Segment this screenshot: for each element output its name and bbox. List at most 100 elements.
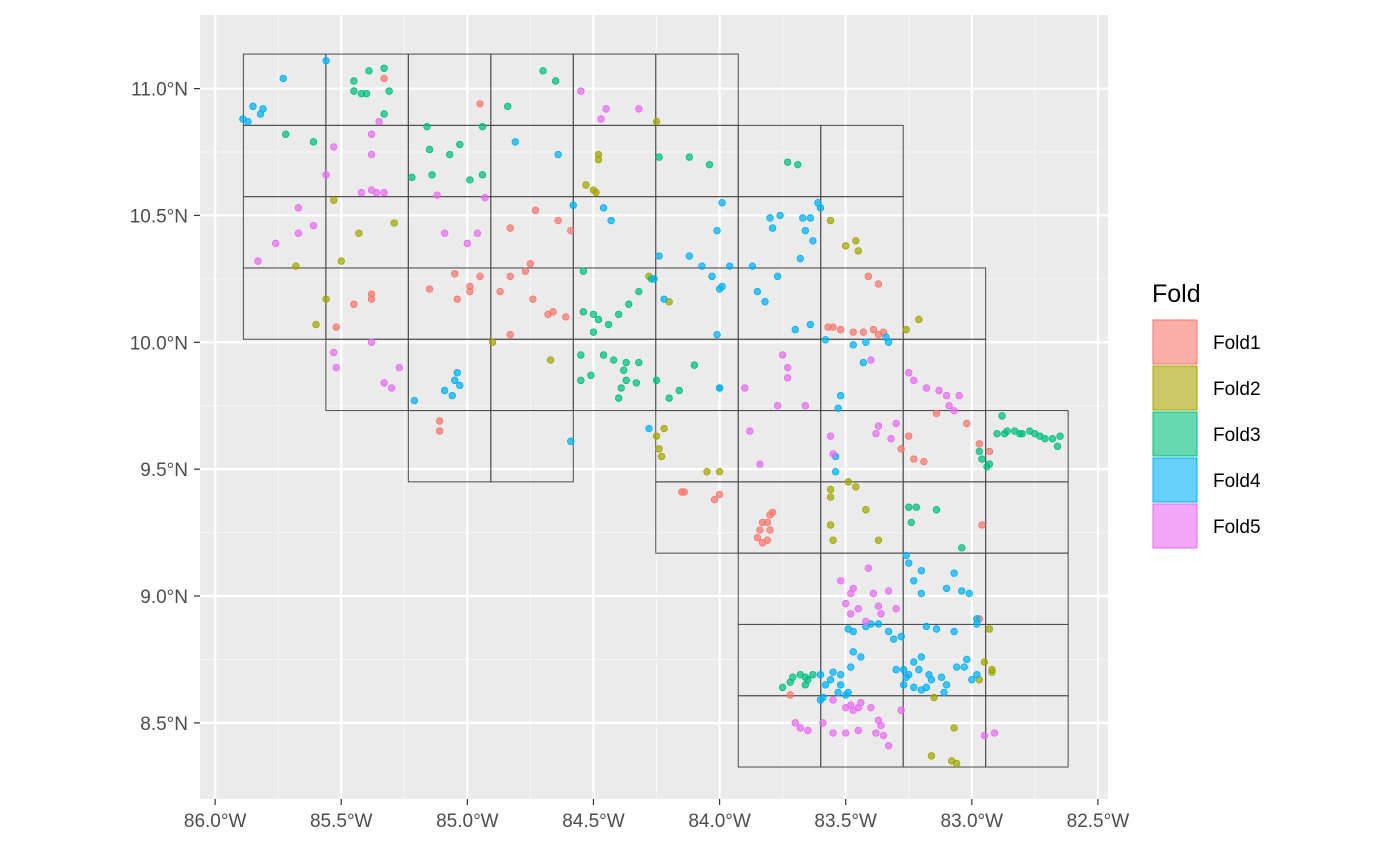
legend-key	[1152, 457, 1198, 503]
point-fold5	[433, 191, 441, 199]
point-fold5	[955, 391, 963, 400]
point-fold3	[794, 160, 802, 169]
point-fold5	[877, 721, 885, 730]
point-fold4	[932, 625, 941, 633]
point-fold3	[551, 77, 560, 85]
point-fold4	[448, 391, 456, 400]
point-fold4	[511, 138, 519, 146]
point-fold3	[446, 150, 454, 159]
point-fold2	[826, 521, 835, 529]
point-fold5	[857, 698, 865, 707]
point-fold5	[897, 706, 905, 714]
point-fold1	[932, 409, 941, 418]
point-fold2	[322, 295, 330, 303]
point-fold1	[476, 100, 484, 108]
point-fold1	[435, 427, 444, 435]
point-fold4	[685, 252, 694, 260]
point-fold1	[859, 328, 868, 336]
y-tick-label: 9.5°N	[140, 460, 188, 481]
point-fold4	[791, 325, 799, 334]
point-fold1	[920, 457, 928, 466]
point-fold5	[892, 605, 900, 613]
point-fold3	[428, 171, 436, 179]
point-fold3	[456, 140, 464, 149]
point-fold3	[985, 460, 994, 468]
point-fold1	[910, 455, 918, 463]
point-fold2	[592, 188, 600, 197]
point-fold5	[375, 117, 383, 126]
point-fold4	[761, 298, 769, 306]
point-fold2	[594, 155, 603, 164]
point-fold1	[526, 259, 535, 268]
point-fold2	[826, 216, 835, 225]
point-fold1	[963, 419, 971, 428]
point-fold4	[836, 670, 845, 679]
point-fold3	[778, 683, 787, 692]
legend-key	[1152, 365, 1198, 411]
point-fold4	[655, 252, 663, 260]
point-fold4	[910, 658, 918, 666]
point-fold5	[380, 188, 388, 197]
point-fold5	[367, 130, 376, 138]
point-fold3	[425, 145, 434, 154]
legend: Fold Fold1 Fold2 Fold3 Fold4 Fold5	[1152, 280, 1261, 549]
point-fold5	[836, 577, 845, 585]
point-fold2	[655, 445, 663, 453]
point-fold4	[645, 424, 653, 433]
point-fold2	[312, 320, 320, 329]
point-fold1	[680, 488, 688, 496]
point-fold4	[440, 386, 449, 395]
point-fold4	[902, 551, 910, 560]
point-fold1	[985, 447, 994, 456]
point-fold3	[796, 670, 804, 679]
point-fold4	[410, 396, 419, 405]
point-fold5	[395, 363, 403, 372]
point-fold3	[589, 310, 598, 319]
point-fold3	[635, 358, 643, 367]
point-fold4	[816, 696, 825, 704]
point-fold5	[481, 193, 489, 202]
point-fold4	[917, 566, 926, 575]
point-fold2	[826, 485, 835, 494]
point-fold1	[869, 325, 878, 334]
point-fold2	[852, 483, 860, 491]
point-fold1	[332, 323, 340, 331]
point-fold3	[632, 379, 641, 387]
point-fold1	[554, 216, 562, 225]
point-fold3	[350, 87, 358, 95]
point-fold3	[408, 173, 416, 182]
x-tick-label: 84.0°W	[688, 811, 751, 832]
y-tick-label: 10.0°N	[130, 333, 188, 354]
point-fold1	[425, 285, 434, 293]
point-fold4	[748, 262, 757, 270]
point-fold5	[294, 204, 303, 212]
point-fold3	[614, 310, 623, 319]
point-fold2	[715, 467, 724, 476]
point-fold1	[521, 267, 530, 275]
point-fold5	[862, 617, 870, 626]
point-fold1	[766, 526, 774, 534]
point-fold3	[609, 356, 618, 364]
point-fold4	[910, 683, 918, 692]
point-fold4	[816, 670, 825, 679]
point-fold5	[950, 407, 958, 415]
point-fold2	[582, 181, 590, 189]
point-fold2	[329, 196, 338, 204]
point-fold3	[622, 358, 630, 367]
point-fold2	[950, 724, 958, 732]
point-fold1	[763, 518, 772, 527]
x-tick-label: 84.5°W	[562, 811, 625, 832]
point-fold4	[849, 648, 857, 656]
x-tick-label: 82.5°W	[1067, 811, 1130, 832]
point-fold1	[975, 440, 984, 448]
point-fold3	[587, 371, 595, 379]
point-fold4	[849, 627, 857, 636]
point-fold3	[579, 267, 588, 275]
point-fold4	[905, 670, 913, 679]
point-fold4	[900, 681, 908, 689]
point-fold3	[577, 376, 585, 385]
point-fold5	[864, 564, 873, 572]
legend-key	[1152, 503, 1198, 549]
point-fold3	[1041, 435, 1049, 443]
point-fold4	[915, 665, 923, 674]
